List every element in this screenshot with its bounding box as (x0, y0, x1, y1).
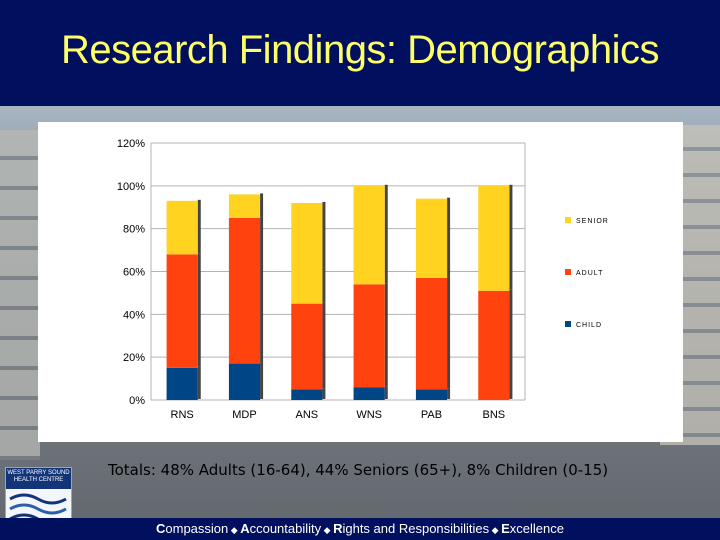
x-tick-label: ANS (296, 409, 319, 421)
bar-shadow (384, 283, 388, 387)
bar-segment-senior (478, 185, 510, 291)
slide-title: Research Findings: Demographics (60, 28, 660, 72)
bar-segment-senior (228, 194, 261, 218)
bar-shadow (197, 366, 201, 399)
stacked-bar-chart: 0% 20% 40% 60% 80% 100% 120% RNS MDP ANS WNS PAB BNS… (117, 138, 609, 421)
y-tick-label: 60% (123, 267, 145, 279)
bar-segment-senior (291, 202, 323, 304)
footer-initial: R (333, 521, 343, 536)
legend-label-senior: SENIOR (576, 218, 609, 225)
bar-shadow (509, 289, 513, 399)
bar-segment-child (353, 387, 385, 400)
bar-shadow (384, 184, 388, 284)
values-footer: Compassion ◆ Accountability ◆ Rights and… (0, 521, 720, 536)
bar-shadow (260, 193, 264, 217)
bar-segment-adult (291, 303, 323, 390)
footer-word: ccountability (249, 521, 322, 536)
x-tick-label: PAB (421, 409, 442, 421)
bar-segment-senior (353, 185, 385, 285)
bar-shadow (509, 184, 513, 290)
bar-shadow (260, 362, 264, 399)
bar-segment-child (228, 363, 261, 400)
y-tick-label: 40% (123, 309, 145, 321)
legend-swatch-adult (565, 269, 571, 275)
legend-swatch-child (565, 321, 571, 327)
footer-separator: ◆ (228, 525, 241, 535)
bar-shadow (447, 388, 451, 399)
bar-shadow (322, 201, 326, 303)
footer-word: xcellence (509, 521, 564, 536)
footer-bar (0, 518, 720, 540)
bar-segment-adult (166, 254, 198, 368)
y-tick-label: 0% (129, 395, 145, 407)
logo-line-1: WEST PARRY SOUND (7, 470, 70, 476)
footer-initial: E (501, 521, 510, 536)
legend-swatch-senior (565, 217, 571, 223)
bar-segment-child (415, 389, 448, 400)
bar-shadow (447, 197, 451, 277)
y-tick-label: 120% (117, 138, 145, 150)
bar-shadow (322, 302, 326, 389)
bar-shadow (322, 388, 326, 399)
bar-shadow (197, 199, 201, 254)
logo-line-2: HEALTH CENTRE (13, 477, 64, 483)
y-tick-label: 100% (117, 181, 145, 193)
footer-initial: C (156, 521, 166, 536)
legend-label-adult: ADULT (576, 270, 603, 277)
logo-banner: WEST PARRY SOUND HEALTH CENTRE (6, 468, 71, 489)
bar-segment-child (166, 367, 198, 400)
bar-segment-senior (166, 200, 198, 255)
chart-panel: 0% 20% 40% 60% 80% 100% 120% RNS MDP ANS WNS PAB BNS… (38, 122, 683, 442)
bar-segment-adult (353, 284, 385, 388)
bar-segment-adult (415, 277, 448, 390)
footer-word: ights and Responsibilities (342, 521, 490, 536)
bar-segment-child (291, 389, 323, 400)
totals-footnote: Totals: 48% Adults (16-64), 44% Seniors … (108, 461, 609, 479)
background-building-left (0, 130, 40, 460)
x-tick-label: MDP (232, 409, 256, 421)
legend-label-child: CHILD (576, 322, 602, 329)
x-tick-label: BNS (483, 409, 506, 421)
bar-segment-senior (415, 198, 448, 278)
x-tick-label: RNS (171, 409, 194, 421)
y-tick-label: 80% (123, 224, 145, 236)
bar-shadow (197, 253, 201, 367)
bar-shadow (447, 276, 451, 389)
bar-segment-adult (228, 217, 261, 364)
footer-word: ompassion (165, 521, 229, 536)
footer-separator: ◆ (321, 525, 334, 535)
bar-shadow (384, 386, 388, 399)
bar-segment-adult (478, 290, 510, 400)
y-tick-label: 20% (123, 352, 145, 364)
bar-shadow (260, 216, 264, 363)
footer-separator: ◆ (489, 525, 502, 535)
x-tick-label: WNS (356, 409, 382, 421)
footer-initial: A (240, 521, 250, 536)
title-bar (0, 0, 720, 106)
